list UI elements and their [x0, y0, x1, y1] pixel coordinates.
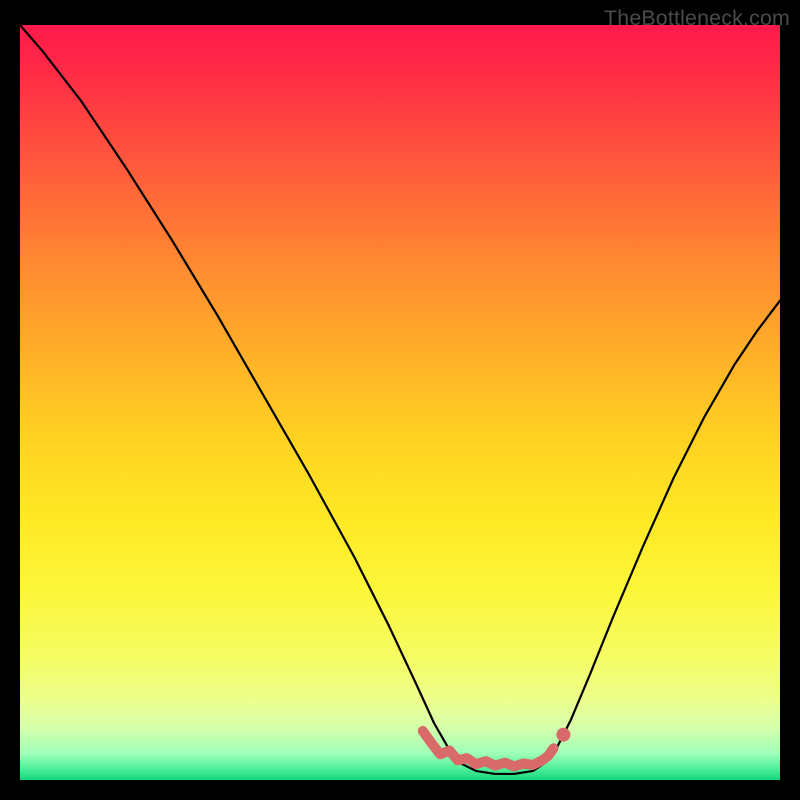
chart-stage: TheBottleneck.com [0, 0, 800, 800]
plot-background [20, 25, 780, 780]
bottleneck-curve-chart [0, 0, 800, 800]
optimal-range-end-dot [556, 728, 570, 742]
